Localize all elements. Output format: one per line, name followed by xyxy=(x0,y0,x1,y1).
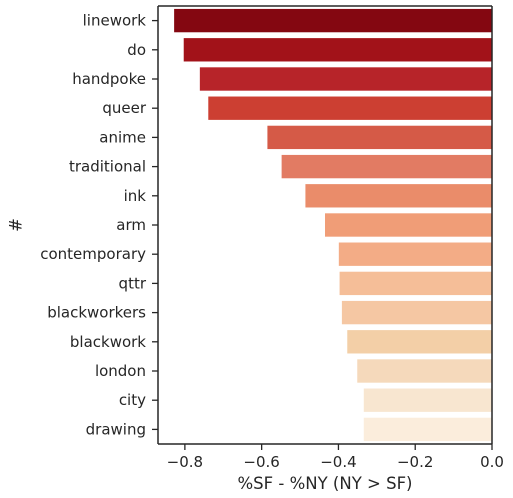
x-tick-label: −0.6 xyxy=(243,453,279,471)
y-tick-label-contemporary: contemporary xyxy=(40,245,146,263)
y-tick-label-queer: queer xyxy=(102,99,146,117)
y-tick-label-drawing: drawing xyxy=(86,420,146,438)
y-tick-label-ink: ink xyxy=(124,187,147,205)
bar-london xyxy=(357,359,492,383)
y-tick-label-handpoke: handpoke xyxy=(72,70,146,88)
x-tick-label: 0.0 xyxy=(480,453,504,471)
bar-blackwork xyxy=(347,330,492,354)
y-tick-label-qttr: qttr xyxy=(119,274,147,292)
y-tick-label-do: do xyxy=(127,41,146,59)
bar-blackworkers xyxy=(341,300,492,325)
bar-ink xyxy=(305,184,492,208)
y-tick-label-traditional: traditional xyxy=(69,158,146,176)
x-ticks: −0.8 −0.6 −0.4 −0.2 0.0 xyxy=(167,444,504,471)
bar-arm xyxy=(325,213,492,237)
bar-traditional xyxy=(281,154,492,179)
bar-city xyxy=(363,388,492,412)
bar-handpoke xyxy=(199,67,492,91)
x-tick-label: −0.4 xyxy=(320,453,356,471)
bar-qttr xyxy=(339,271,492,296)
bar-drawing xyxy=(363,417,492,442)
y-tick-label-blackwork: blackwork xyxy=(70,333,146,351)
y-tick-label-london: london xyxy=(95,362,146,380)
bar-contemporary xyxy=(338,242,492,266)
bar-queer xyxy=(208,96,493,120)
bar-anime xyxy=(267,125,492,150)
y-tick-label-city: city xyxy=(119,391,146,409)
y-tick-label-arm: arm xyxy=(116,216,146,234)
x-tick-label: −0.8 xyxy=(167,453,203,471)
y-tick-labels: linework do handpoke queer anime traditional i… xyxy=(40,12,158,438)
y-tick-label-linework: linework xyxy=(83,12,147,30)
bars-group xyxy=(174,8,493,442)
y-tick-label-anime: anime xyxy=(99,128,146,146)
bar-do xyxy=(183,38,492,62)
y-tick-label-blackworkers: blackworkers xyxy=(47,304,146,322)
x-axis-label: %SF - %NY (NY > SF) xyxy=(237,474,412,493)
y-axis-label: # xyxy=(7,218,26,232)
x-tick-label: −0.2 xyxy=(397,453,433,471)
bar-linework xyxy=(174,8,492,33)
